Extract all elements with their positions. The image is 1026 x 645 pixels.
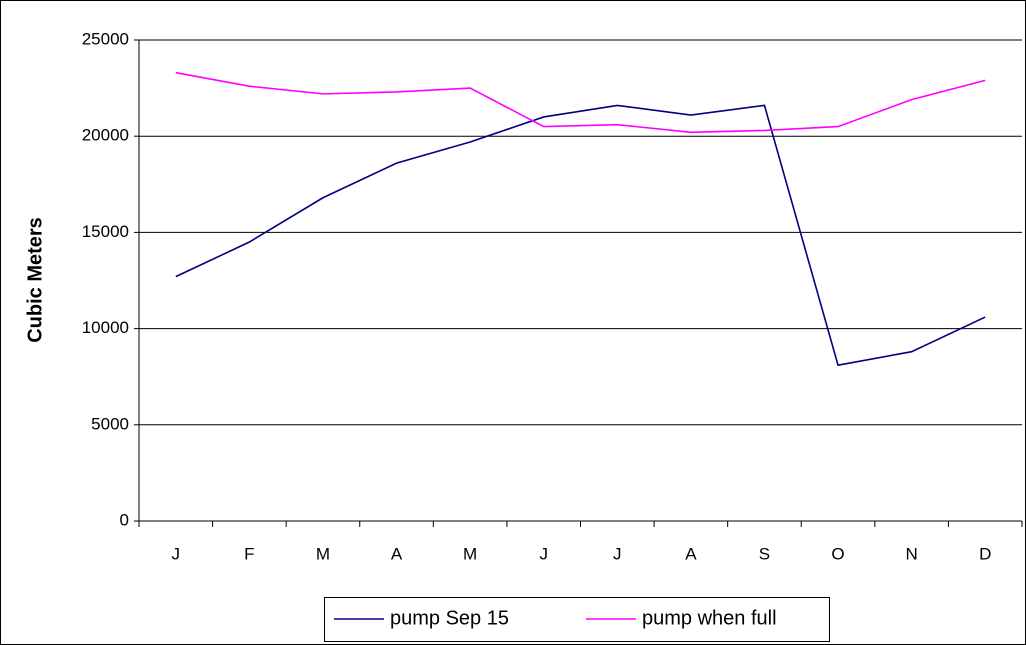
x-tick-label: J: [539, 544, 548, 563]
series-line: [175, 71, 986, 134]
x-tick-label: A: [391, 544, 403, 563]
y-tick-label: 15000: [82, 222, 129, 241]
y-tick-label: 10000: [82, 318, 129, 337]
series-line: [175, 104, 986, 367]
x-tick-label: J: [172, 544, 181, 563]
x-tick-label: N: [905, 544, 917, 563]
x-tick-label: D: [979, 544, 991, 563]
x-tick-label: F: [244, 544, 254, 563]
y-axis-label: Cubic Meters: [24, 217, 46, 343]
legend-label: pump when full: [642, 607, 777, 629]
x-tick-label: O: [831, 544, 844, 563]
y-tick-label: 20000: [82, 126, 129, 145]
x-tick-label: J: [613, 544, 622, 563]
y-tick-label: 5000: [91, 414, 129, 433]
y-tick-label: 25000: [82, 29, 129, 48]
x-tick-label: M: [463, 544, 477, 563]
y-tick-label: 0: [120, 510, 129, 529]
x-tick-label: S: [759, 544, 770, 563]
legend-box: [324, 597, 830, 642]
x-tick-label: A: [685, 544, 697, 563]
legend-label: pump Sep 15: [390, 607, 509, 629]
x-tick-label: M: [316, 544, 330, 563]
